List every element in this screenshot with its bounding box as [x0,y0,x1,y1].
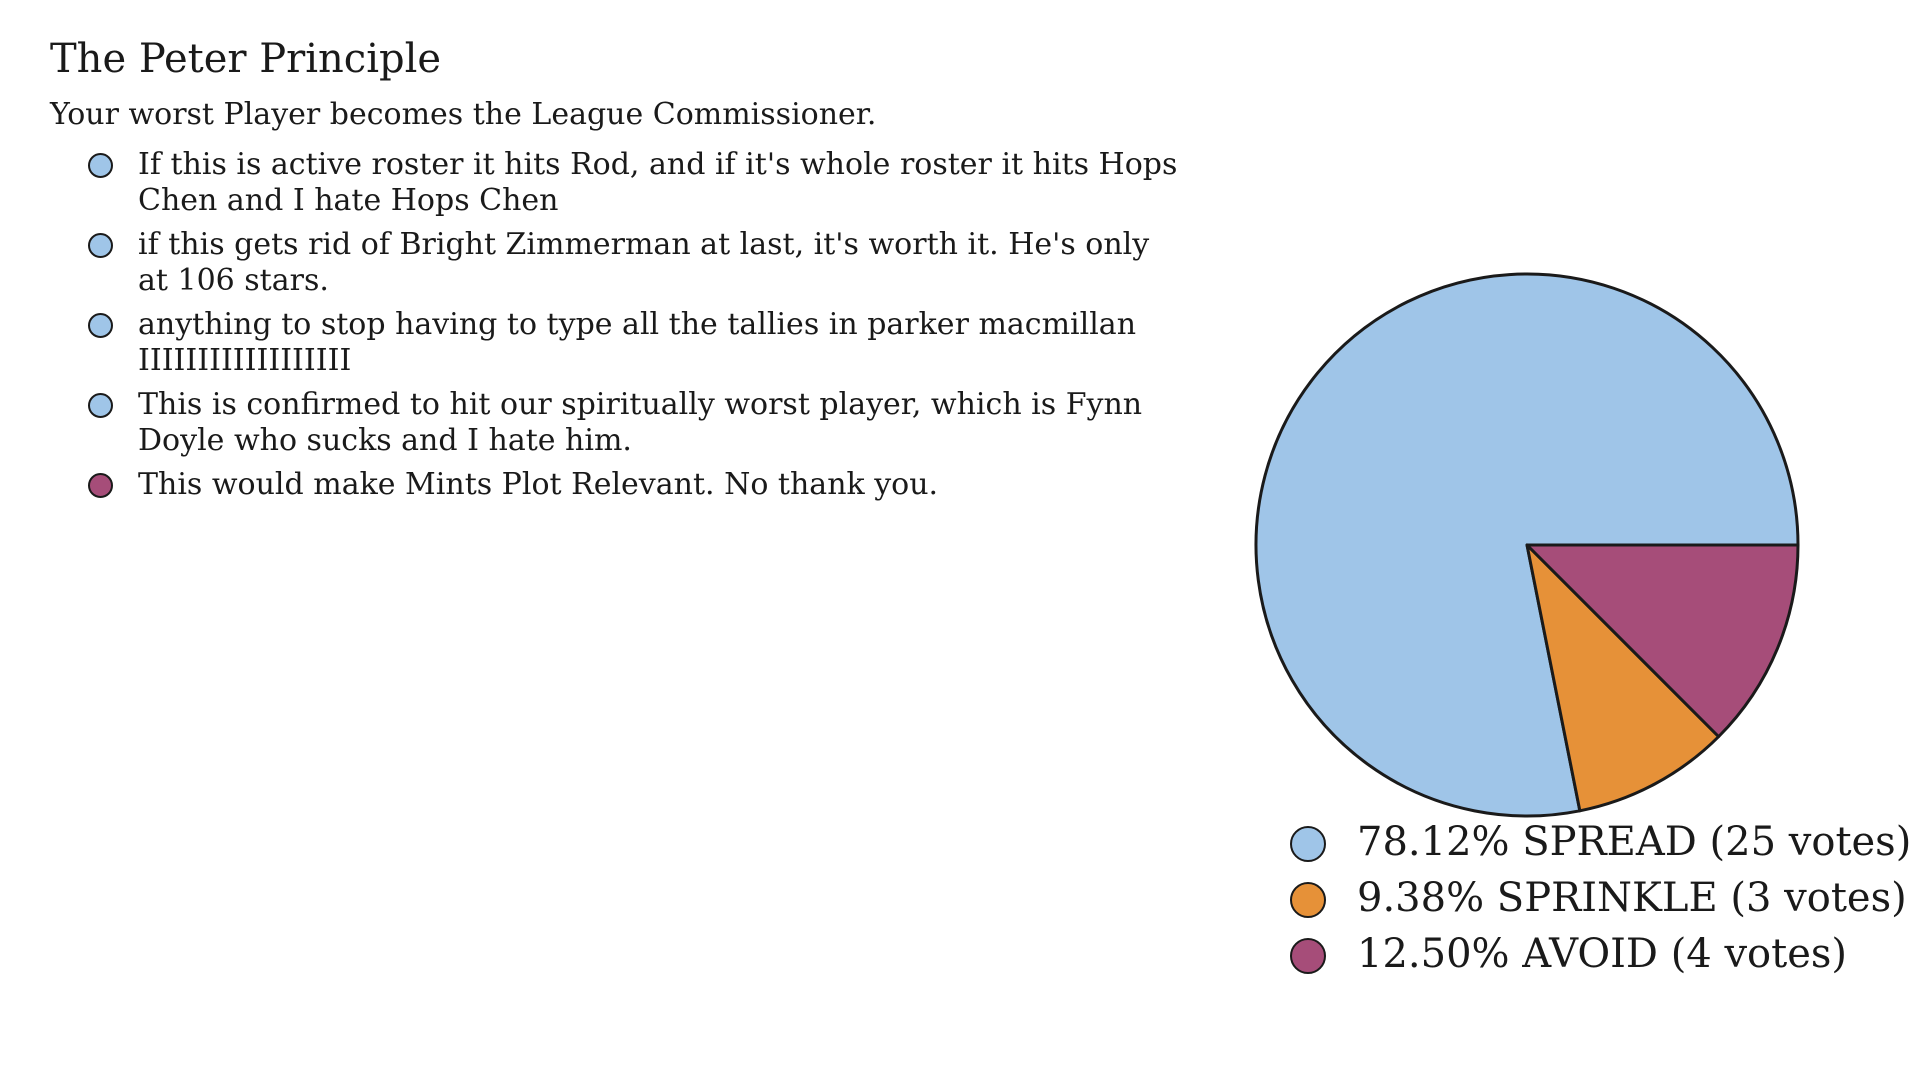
legend-item-sprinkle: 9.38% SPRINKLE (3 votes) [1290,870,1911,926]
comment-item: This is confirmed to hit our spiritually… [85,387,1185,459]
comment-text: This would make Mints Plot Relevant. No … [138,467,939,502]
vote-indicator-icon [88,153,113,178]
comment-item: anything to stop having to type all the … [85,307,1185,379]
poll-description: Your worst Player becomes the League Com… [50,97,877,132]
legend-swatch-icon [1290,826,1326,862]
comment-text: if this gets rid of Bright Zimmerman at … [138,227,1150,298]
vote-indicator-icon [88,233,113,258]
vote-indicator-icon [88,473,113,498]
comment-list: If this is active roster it hits Rod, an… [85,147,1185,511]
legend-swatch-icon [1290,882,1326,918]
comment-text: If this is active roster it hits Rod, an… [138,147,1178,218]
legend-item-spread: 78.12% SPREAD (25 votes) [1290,814,1911,870]
vote-indicator-icon [88,313,113,338]
comment-text: anything to stop having to type all the … [138,307,1137,378]
comment-item: if this gets rid of Bright Zimmerman at … [85,227,1185,299]
legend-label: 78.12% SPREAD (25 votes) [1357,819,1912,865]
legend-item-avoid: 12.50% AVOID (4 votes) [1290,926,1911,982]
vote-indicator-icon [88,393,113,418]
pie-slice-avoid [1525,543,1800,739]
pie-slice-sprinkle [1525,543,1721,813]
pie-chart [1254,272,1800,818]
comment-item: If this is active roster it hits Rod, an… [85,147,1185,219]
legend-label: 12.50% AVOID (4 votes) [1357,931,1848,977]
legend-swatch-icon [1290,938,1326,974]
chart-legend: 78.12% SPREAD (25 votes) 9.38% SPRINKLE (… [1290,814,1911,982]
poll-title: The Peter Principle [50,36,442,82]
legend-label: 9.38% SPRINKLE (3 votes) [1357,875,1907,921]
comment-item: This would make Mints Plot Relevant. No … [85,467,1185,503]
comment-text: This is confirmed to hit our spiritually… [138,387,1143,458]
